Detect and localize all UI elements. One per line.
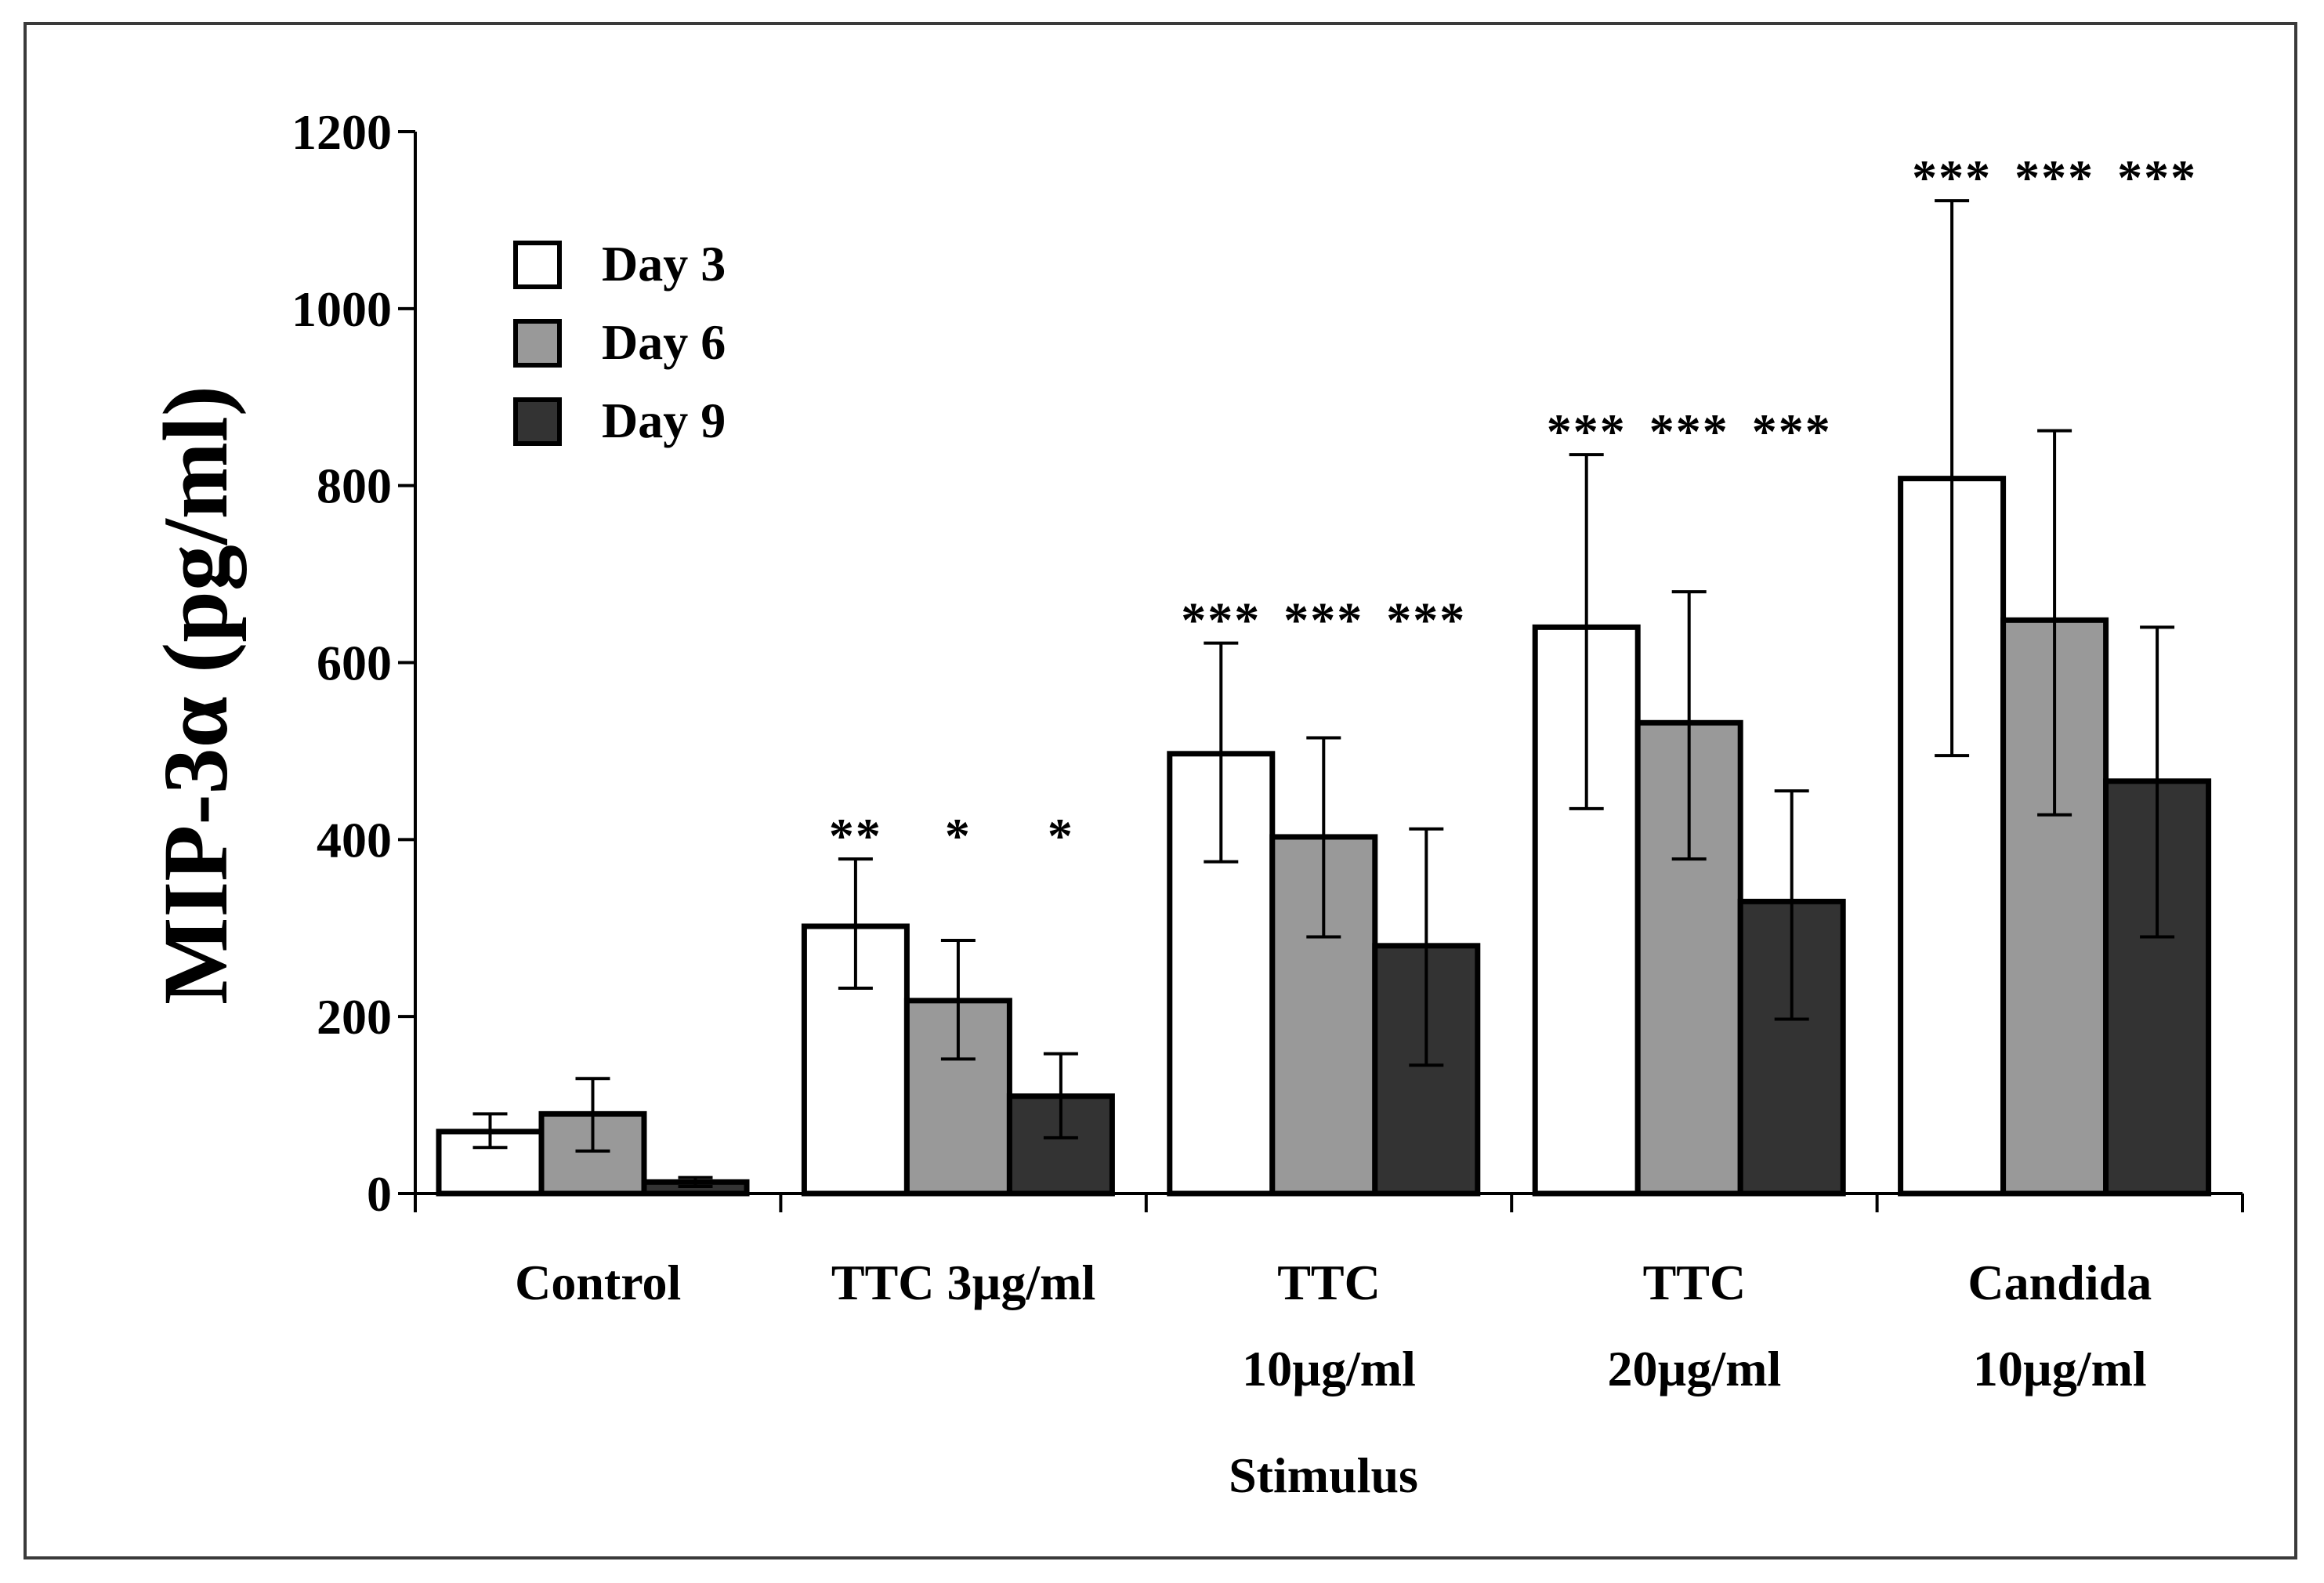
axes-layer: 0 200 400 600 800 1000 1200 Control TTC 3µg/ml TT… <box>291 104 2244 1396</box>
significance-mark: *** <box>1547 404 1627 459</box>
significance-mark: *** <box>1752 404 1832 459</box>
y-tick-label: 800 <box>317 458 392 514</box>
y-tick-label: 0 <box>367 1166 392 1222</box>
x-tick-label: TTC 3µg/ml <box>831 1255 1095 1310</box>
figure-frame: ** *** *** *** * *** *** *** * *** *** *** 0 200 400 6… <box>24 22 2297 1559</box>
x-tick-label: 20µg/ml <box>1608 1341 1782 1396</box>
legend-swatch <box>513 241 562 289</box>
x-tick-label: TTC <box>1277 1255 1381 1310</box>
y-tick-label: 1000 <box>291 281 392 337</box>
significance-mark: * <box>1048 808 1074 864</box>
x-tick-label: 10µg/ml <box>1242 1341 1416 1396</box>
significance-mark: ** <box>829 808 882 864</box>
x-axis-label: Stimulus <box>1229 1447 1418 1503</box>
x-tick-label: Candida <box>1967 1255 2152 1310</box>
legend-label: Day 9 <box>602 393 726 448</box>
y-tick-label: 600 <box>317 636 392 691</box>
y-axis-label: MIP-3α (pg/ml) <box>144 386 247 1005</box>
legend-label: Day 6 <box>602 314 726 370</box>
bar-chart: ******************************* 02004006… <box>144 104 2244 1503</box>
error-bars-layer <box>472 199 2175 1188</box>
significance-mark: * <box>945 808 972 864</box>
significance-mark: *** <box>1649 404 1729 459</box>
legend-swatch <box>513 319 562 368</box>
x-tick-label: TTC <box>1643 1255 1747 1310</box>
significance-mark: *** <box>2014 150 2094 205</box>
significance-layer: ******************************* <box>829 150 2197 864</box>
significance-mark: *** <box>1283 592 1363 648</box>
significance-mark: *** <box>1912 150 1992 205</box>
y-tick-label: 200 <box>317 989 392 1045</box>
legend: Day 3 Day 6 Day 9 <box>513 236 726 448</box>
x-tick-label: Control <box>515 1255 681 1310</box>
significance-mark: *** <box>1181 592 1261 648</box>
y-tick-label: 400 <box>317 812 392 868</box>
y-tick-label: 1200 <box>291 104 392 160</box>
significance-mark: *** <box>1386 592 1466 648</box>
legend-swatch <box>513 397 562 446</box>
legend-label: Day 3 <box>602 236 726 292</box>
x-tick-label: 10µg/ml <box>1973 1341 2147 1396</box>
significance-mark: *** <box>2117 150 2197 205</box>
